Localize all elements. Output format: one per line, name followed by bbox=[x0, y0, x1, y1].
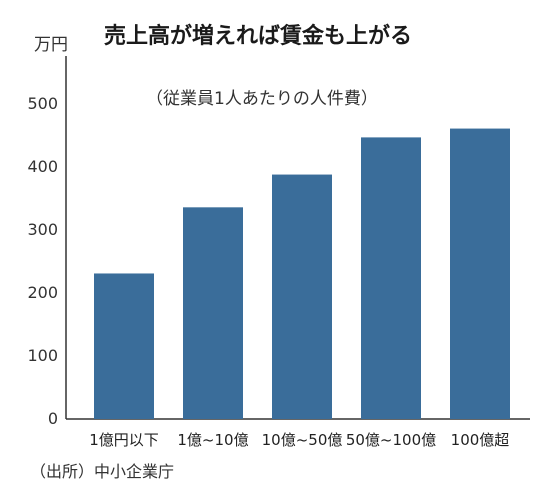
bar bbox=[272, 174, 332, 419]
chart-subtitle: （従業員1人あたりの人件費） bbox=[146, 89, 378, 109]
y-tick-label: 100 bbox=[27, 346, 58, 365]
y-tick-label: 200 bbox=[27, 283, 58, 302]
y-axis-unit-label: 万円 bbox=[34, 35, 68, 55]
y-tick-label: 0 bbox=[48, 409, 58, 428]
bar bbox=[183, 207, 243, 419]
x-category-label: 1億円以下 bbox=[89, 431, 159, 449]
chart-title: 売上高が増えれば賃金も上がる bbox=[104, 24, 413, 49]
bar bbox=[450, 128, 510, 419]
x-category-label: 50億~100億 bbox=[346, 431, 436, 449]
y-tick-label: 500 bbox=[27, 94, 58, 113]
bar bbox=[361, 137, 421, 419]
y-tick-label: 400 bbox=[27, 157, 58, 176]
bar bbox=[94, 273, 154, 419]
y-tick-label: 300 bbox=[27, 220, 58, 239]
x-category-label: 100億超 bbox=[451, 431, 510, 449]
x-category-label: 10億~50億 bbox=[262, 431, 343, 449]
x-category-label: 1億~10億 bbox=[177, 431, 248, 449]
source-note: （出所）中小企業庁 bbox=[30, 462, 175, 481]
